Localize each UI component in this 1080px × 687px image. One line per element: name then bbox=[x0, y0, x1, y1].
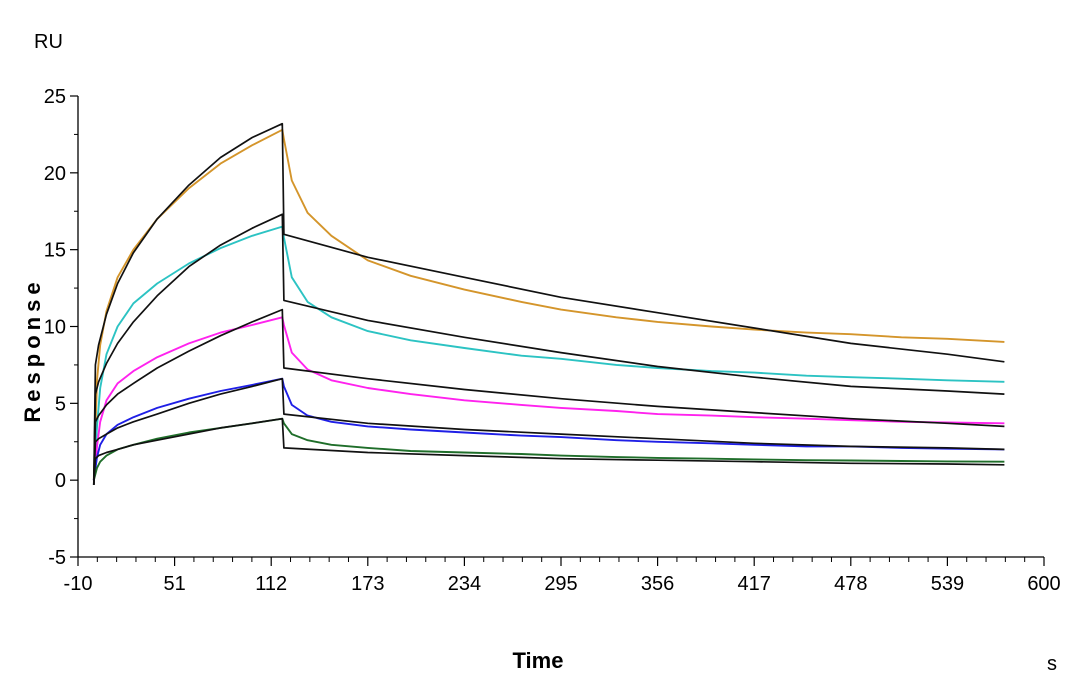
y-tick-label: 20 bbox=[44, 163, 66, 185]
x-tick-label: 112 bbox=[255, 573, 287, 595]
measured-curve-4 bbox=[92, 377, 1005, 481]
x-tick-label: 417 bbox=[738, 573, 771, 595]
x-tick-label: -10 bbox=[64, 573, 93, 595]
y-unit-label: RU bbox=[34, 31, 63, 53]
x-unit-label: s bbox=[1047, 653, 1057, 675]
axes: -5 0 5 10 15 20 25 -10 51 112 173 234 295 356 417 478 53… bbox=[44, 86, 1061, 595]
x-axis-title: Time bbox=[513, 648, 564, 673]
fit-curve-3 bbox=[92, 308, 1005, 485]
y-tick-label: 5 bbox=[55, 393, 66, 415]
fit-curve-5 bbox=[92, 417, 1005, 485]
x-tick-label: 356 bbox=[641, 573, 674, 595]
x-tick-label: 173 bbox=[351, 573, 384, 595]
y-tick-label: 15 bbox=[44, 240, 66, 262]
x-tick-label: 539 bbox=[931, 573, 964, 595]
fit-curve-2 bbox=[92, 213, 1005, 485]
fit-curve-4 bbox=[92, 377, 1005, 485]
y-axis-title: Response bbox=[20, 277, 45, 422]
x-tick-label: 51 bbox=[163, 573, 185, 595]
measured-curve-2 bbox=[92, 225, 1005, 481]
x-tick-label: 234 bbox=[448, 573, 481, 595]
series-layer bbox=[92, 122, 1005, 485]
y-tick-label: -5 bbox=[48, 547, 66, 569]
measured-curve-1 bbox=[92, 128, 1005, 481]
y-tick-label: 25 bbox=[44, 86, 66, 108]
x-tick-label: 600 bbox=[1027, 573, 1060, 595]
fit-curve-1 bbox=[92, 122, 1005, 485]
measured-curve-3 bbox=[92, 316, 1005, 481]
y-tick-label: 0 bbox=[55, 470, 66, 492]
y-tick-label: 10 bbox=[44, 317, 66, 339]
x-tick-label: 478 bbox=[834, 573, 867, 595]
x-tick-label: 295 bbox=[544, 573, 577, 595]
measured-curve-5 bbox=[92, 417, 1005, 481]
